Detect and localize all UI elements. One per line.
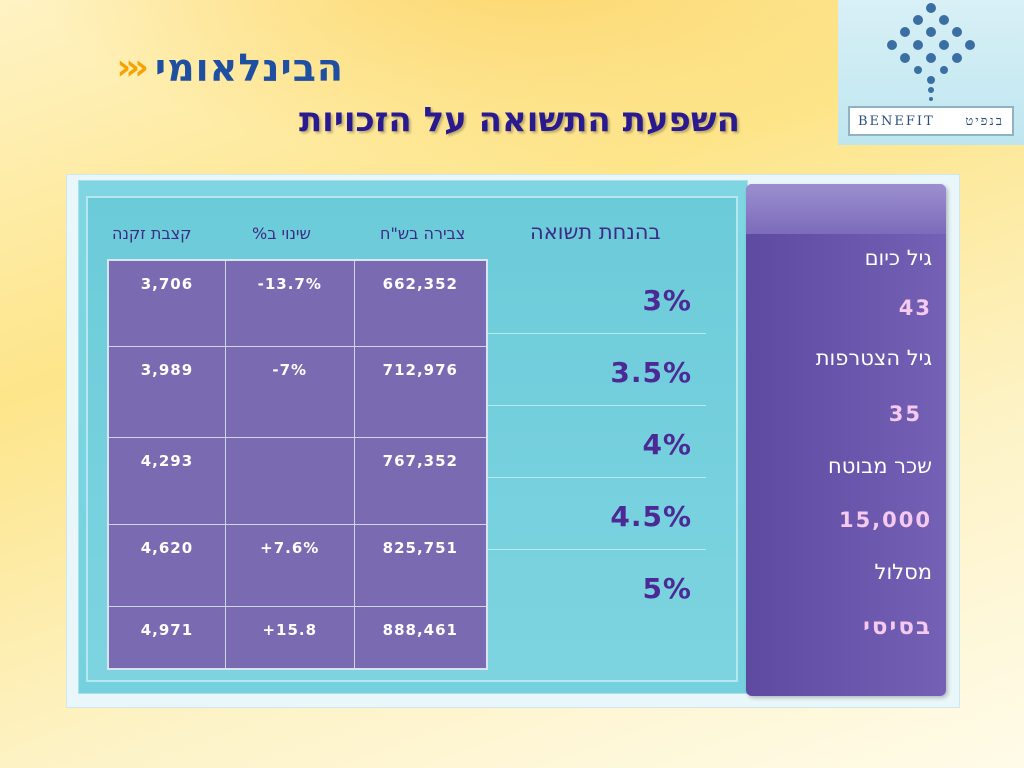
current-age-value: 43 bbox=[898, 296, 932, 320]
pension-cell: 3,989 bbox=[107, 346, 226, 438]
table-row: 4,971 +15.8 888,461 bbox=[107, 606, 488, 670]
yield-value: 4.5% bbox=[610, 500, 692, 533]
bank-logo-text: הבינלאומי bbox=[154, 46, 344, 90]
page-title: השפעת התשואה על הזכויות bbox=[298, 100, 740, 140]
benefit-logo: BENEFIT בנפיט bbox=[838, 0, 1024, 145]
benefit-logo-en: BENEFIT bbox=[858, 113, 935, 129]
change-cell: +15.8 bbox=[224, 606, 355, 670]
yield-value: 3.5% bbox=[610, 356, 692, 389]
bank-logo-chevrons-icon: ‹ ‹ ‹ bbox=[116, 47, 149, 88]
table-row: 3,706 -13.7% 662,352 bbox=[107, 259, 488, 347]
profile-panel-header bbox=[746, 184, 946, 234]
pension-cell: 4,971 bbox=[107, 606, 226, 670]
pension-cell: 3,706 bbox=[107, 259, 226, 347]
change-cell bbox=[224, 437, 355, 525]
yield-value: 4% bbox=[642, 428, 692, 461]
track-value: בסיסי bbox=[863, 614, 932, 640]
benefit-nameplate: BENEFIT בנפיט bbox=[848, 106, 1014, 136]
table-row: 3,989 -7% 712,976 bbox=[107, 346, 488, 438]
header-savings: צבירה בש"ח bbox=[380, 224, 466, 243]
savings-cell: 662,352 bbox=[353, 259, 488, 347]
table-row: 4,620 +7.6% 825,751 bbox=[107, 524, 488, 607]
savings-cell: 712,976 bbox=[353, 346, 488, 438]
change-cell: -13.7% bbox=[224, 259, 355, 347]
change-cell: -7% bbox=[224, 346, 355, 438]
change-cell: +7.6% bbox=[224, 524, 355, 607]
current-age-label: גיל כיום bbox=[864, 246, 932, 270]
yield-row: 3.5% bbox=[488, 334, 706, 406]
salary-label: שכר מבוטח bbox=[828, 454, 932, 478]
yield-row: 4% bbox=[488, 406, 706, 478]
header-yield: בהנחת תשואה bbox=[530, 220, 661, 244]
join-age-label: גיל הצטרפות bbox=[815, 346, 932, 370]
profile-panel bbox=[746, 184, 946, 696]
track-label: מסלול bbox=[874, 560, 932, 584]
header-change: שינוי ב% bbox=[252, 224, 311, 243]
yield-value: 3% bbox=[642, 284, 692, 317]
yield-row: 3% bbox=[488, 262, 706, 334]
yield-row: 4.5% bbox=[488, 478, 706, 550]
salary-value: 15,000 bbox=[838, 508, 932, 532]
savings-cell: 888,461 bbox=[353, 606, 488, 670]
pension-cell: 4,620 bbox=[107, 524, 226, 607]
yield-value: 5% bbox=[642, 572, 692, 605]
yield-row: 5% bbox=[488, 550, 706, 622]
table-row: 4,293 767,352 bbox=[107, 437, 488, 525]
header-pension: קצבת זקנה bbox=[112, 224, 192, 243]
projection-table: 3,706 -13.7% 662,352 3,989 -7% 712,976 4… bbox=[107, 259, 488, 670]
pension-cell: 4,293 bbox=[107, 437, 226, 525]
savings-cell: 767,352 bbox=[353, 437, 488, 525]
benefit-logo-he: בנפיט bbox=[965, 114, 1004, 129]
join-age-value: 35 bbox=[888, 402, 922, 426]
bank-logo: הבינלאומי ‹ ‹ ‹ bbox=[44, 38, 344, 98]
benefit-dots-icon bbox=[887, 3, 975, 101]
savings-cell: 825,751 bbox=[353, 524, 488, 607]
